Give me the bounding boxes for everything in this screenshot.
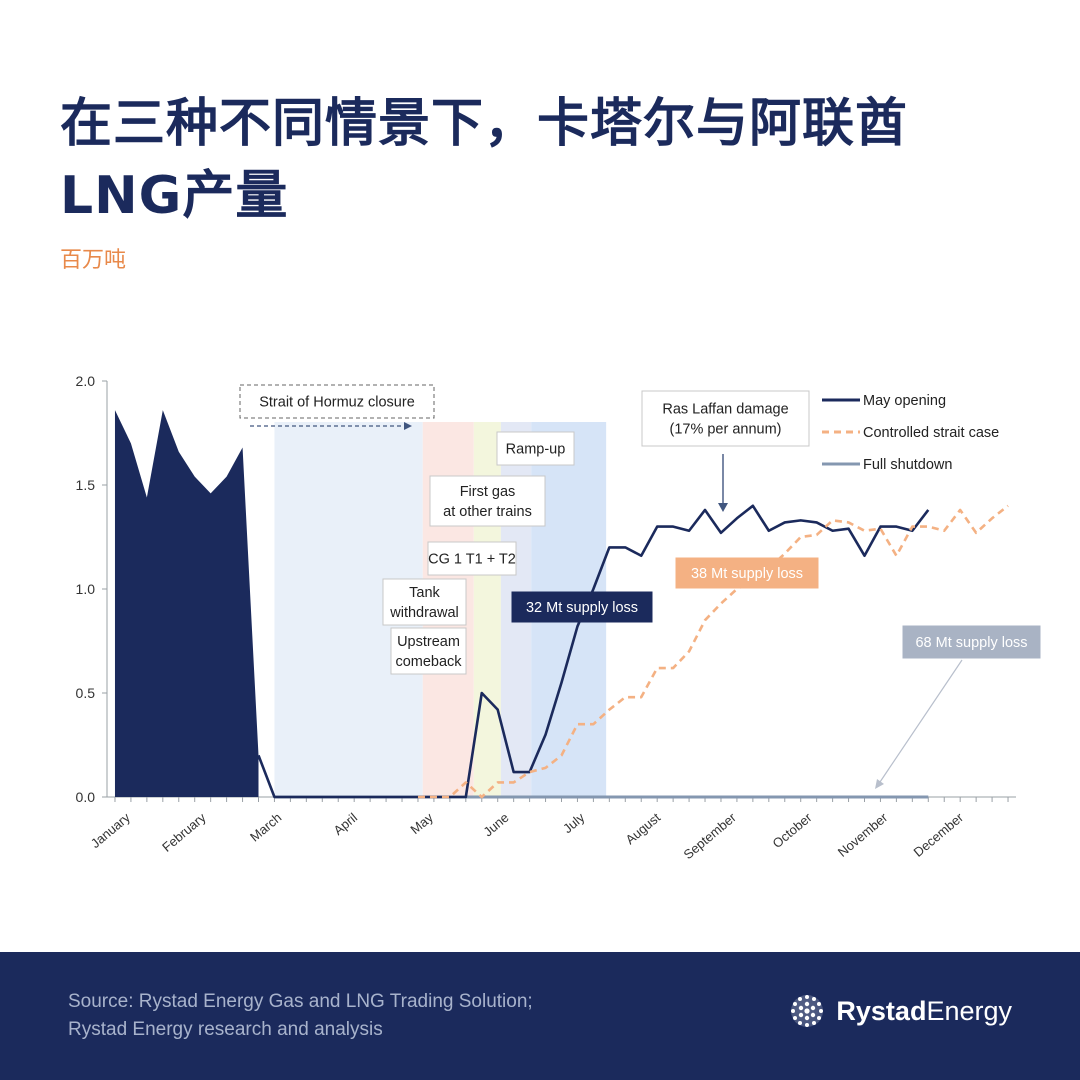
annotation-hormuz-closure: Strait of Hormuz closure bbox=[239, 384, 435, 419]
y-tick-label: 0.5 bbox=[76, 685, 96, 701]
annotation-32mt-loss-text: 32 Mt supply loss bbox=[526, 600, 638, 616]
brand-name: RystadEnergy bbox=[836, 995, 1012, 1026]
annotation-68mt-loss: 68 Mt supply loss bbox=[902, 625, 1041, 659]
annotation-68mt-loss-text: 68 Mt supply loss bbox=[915, 635, 1027, 651]
loss68-arrow-line bbox=[879, 659, 963, 783]
x-tick-label-march: March bbox=[247, 810, 284, 845]
y-tick-label: 0.0 bbox=[76, 789, 96, 805]
unit-label: 百万吨 bbox=[60, 248, 127, 273]
annotation-ras-laffan: Ras Laffan damage (17% per annum) bbox=[641, 390, 810, 447]
x-tick-label-december: December bbox=[911, 809, 967, 859]
source-note: Source: Rystad Energy Gas and LNG Tradin… bbox=[68, 988, 533, 1044]
source-line-2: Rystad Energy research and analysis bbox=[68, 1019, 383, 1040]
title-line-1: 在三种不同情景下，卡塔尔与阿联酋 bbox=[60, 94, 909, 154]
annotation-upstream-comeback-box bbox=[390, 627, 467, 675]
x-tick-label-november: November bbox=[835, 809, 891, 859]
annotation-tank-withdrawal-box bbox=[382, 578, 467, 626]
x-tick-label-april: April bbox=[331, 810, 361, 838]
series-may-opening bbox=[257, 504, 930, 799]
x-tick-label-august: August bbox=[622, 810, 663, 848]
plot-area bbox=[114, 410, 1009, 799]
x-tick-label-may: May bbox=[407, 809, 436, 837]
ras-laffan-arrow-head bbox=[718, 503, 728, 512]
annotation-ramp-up-text: Ramp-up bbox=[506, 442, 566, 458]
annotation-tank-withdrawal-text: Tank bbox=[409, 585, 440, 601]
annotation-ramp-up-box bbox=[496, 431, 575, 466]
legend: May opening Controlled strait case Full sh… bbox=[822, 393, 999, 473]
globe-icon bbox=[791, 995, 824, 1027]
annotation-upstream-comeback: Upstream comeback bbox=[390, 627, 467, 675]
annotation-hormuz-closure-text: Strait of Hormuz closure bbox=[259, 395, 415, 411]
legend-label: Full shutdown bbox=[863, 457, 952, 473]
y-tick-label: 1.5 bbox=[76, 477, 96, 493]
annotation-first-gas: First gas at other trains bbox=[429, 475, 546, 527]
y-tick-label: 2.0 bbox=[76, 373, 96, 389]
annotation-hormuz-closure-box bbox=[239, 384, 435, 419]
annotation-32mt-loss-box bbox=[511, 591, 653, 623]
legend-item-2: Controlled strait case bbox=[822, 425, 999, 441]
x-tick-label-july: July bbox=[560, 809, 588, 836]
annotation-ras-laffan-box bbox=[641, 390, 810, 447]
y-axis: 0.0 0.5 1.0 1.5 2.0 bbox=[76, 373, 108, 805]
annotation-first-gas-box bbox=[429, 475, 546, 527]
hormuz-arrow-head bbox=[404, 422, 412, 430]
legend-item-3: Full shutdown bbox=[822, 457, 952, 473]
brand-logo: RystadEnergy bbox=[788, 992, 1012, 1030]
annotation-cg: CG 1 T1 + T2 bbox=[427, 541, 517, 576]
annotation-tank-withdrawal: Tank withdrawal bbox=[382, 578, 467, 626]
x-tick-label-october: October bbox=[770, 809, 816, 851]
legend-label: Controlled strait case bbox=[863, 425, 999, 441]
annotation-tank-withdrawal-text: withdrawal bbox=[389, 605, 459, 621]
annotation-38mt-loss-box bbox=[675, 557, 819, 589]
annotation-ras-laffan-text: Ras Laffan damage bbox=[662, 402, 788, 418]
annotation-32mt-loss: 32 Mt supply loss bbox=[511, 591, 653, 623]
annotation-cg-box bbox=[427, 541, 517, 576]
x-axis: January February March April May June July Augu… bbox=[88, 796, 1016, 862]
legend-item-1: May opening bbox=[822, 393, 946, 409]
y-tick-label: 1.0 bbox=[76, 581, 96, 597]
loss68-arrow-head bbox=[875, 779, 884, 789]
x-tick-label-june: June bbox=[480, 810, 511, 840]
annotation-cg-text: CG 1 T1 + T2 bbox=[428, 552, 516, 568]
annotation-ras-laffan-text: (17% per annum) bbox=[669, 422, 781, 438]
annotation-first-gas-text: First gas bbox=[460, 484, 516, 500]
title-line-2: LNG产量 bbox=[60, 166, 289, 226]
x-tick-label-september: September bbox=[681, 809, 740, 862]
annotation-68mt-loss-box bbox=[902, 625, 1041, 659]
annotations: Strait of Hormuz closure Ramp-up First gas… bbox=[239, 384, 1041, 789]
legend-label: May opening bbox=[863, 393, 946, 409]
annotation-first-gas-text: at other trains bbox=[443, 504, 532, 520]
x-tick-label-february: February bbox=[159, 809, 209, 854]
annotation-upstream-comeback-text: comeback bbox=[395, 654, 462, 670]
annotation-38mt-loss-text: 38 Mt supply loss bbox=[691, 566, 803, 582]
annotation-38mt-loss: 38 Mt supply loss bbox=[675, 557, 819, 589]
page-title: 在三种不同情景下，卡塔尔与阿联酋 LNG产量 bbox=[60, 88, 1020, 232]
annotation-upstream-comeback-text: Upstream bbox=[397, 634, 460, 650]
annotation-ramp-up: Ramp-up bbox=[496, 431, 575, 466]
x-tick-label-january: January bbox=[88, 809, 133, 851]
history-area bbox=[114, 410, 259, 797]
source-line-1: Source: Rystad Energy Gas and LNG Tradin… bbox=[68, 991, 533, 1012]
footer: Source: Rystad Energy Gas and LNG Tradin… bbox=[0, 952, 1080, 1080]
lng-production-chart: 0.0 0.5 1.0 1.5 2.0 January February March Apri… bbox=[76, 373, 1041, 862]
